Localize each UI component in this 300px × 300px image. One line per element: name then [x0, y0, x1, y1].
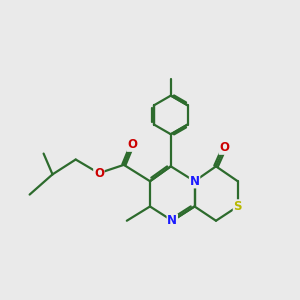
Text: O: O [94, 167, 104, 180]
Text: N: N [190, 175, 200, 188]
Text: S: S [233, 200, 242, 213]
Text: N: N [167, 214, 177, 227]
Text: O: O [219, 141, 229, 154]
Text: O: O [127, 138, 137, 151]
